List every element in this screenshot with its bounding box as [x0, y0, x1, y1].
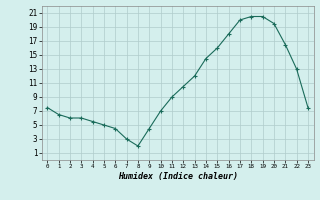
X-axis label: Humidex (Indice chaleur): Humidex (Indice chaleur) [118, 172, 237, 181]
